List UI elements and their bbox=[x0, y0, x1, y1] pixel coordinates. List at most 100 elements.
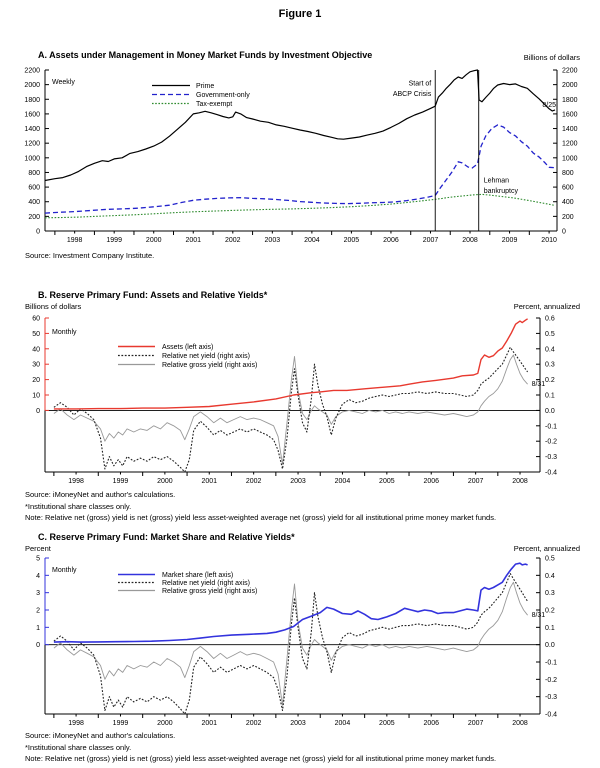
svg-text:-0.2: -0.2 bbox=[545, 439, 557, 446]
panel-b-title: B. Reserve Primary Fund: Assets and Rela… bbox=[38, 290, 268, 300]
series-market-share bbox=[53, 562, 528, 643]
event-label: ABCP Crisis bbox=[393, 91, 432, 98]
panel-b-source: Source: iMoneyNet and author's calculati… bbox=[25, 490, 176, 499]
svg-text:2: 2 bbox=[36, 608, 40, 615]
panel-c-note: Note: Relative net (gross) yield is net … bbox=[25, 754, 497, 763]
frequency-label: Monthly bbox=[52, 329, 77, 336]
svg-text:2004: 2004 bbox=[304, 237, 320, 244]
svg-text:2006: 2006 bbox=[423, 720, 439, 727]
svg-text:2008: 2008 bbox=[512, 720, 528, 727]
left-axis-ticks: 0 10 20 30 40 50 60 bbox=[32, 316, 49, 415]
svg-text:0: 0 bbox=[562, 229, 566, 236]
panel-a-unit-right-label: Billions of dollars bbox=[523, 53, 580, 62]
svg-text:2008: 2008 bbox=[512, 478, 528, 485]
panel-b-footnote: *Institutional share classes only. bbox=[25, 502, 132, 511]
svg-text:30: 30 bbox=[32, 362, 40, 369]
svg-text:-0.3: -0.3 bbox=[545, 694, 557, 701]
left-axis-ticks: 0 1 2 3 4 5 bbox=[36, 556, 49, 649]
svg-text:2001: 2001 bbox=[201, 720, 217, 727]
svg-text:0.3: 0.3 bbox=[545, 362, 555, 369]
svg-text:2006: 2006 bbox=[383, 237, 399, 244]
svg-text:0.2: 0.2 bbox=[545, 608, 555, 615]
svg-text:1600: 1600 bbox=[562, 111, 578, 118]
svg-text:2200: 2200 bbox=[24, 68, 40, 75]
last-obs-label: 8/31 bbox=[532, 612, 546, 619]
svg-text:600: 600 bbox=[562, 185, 574, 192]
svg-text:1400: 1400 bbox=[24, 126, 40, 133]
svg-text:0.2: 0.2 bbox=[545, 377, 555, 384]
svg-text:2005: 2005 bbox=[379, 478, 395, 485]
svg-text:2200: 2200 bbox=[562, 68, 578, 75]
svg-text:20: 20 bbox=[32, 377, 40, 384]
panel-c-footnote: *Institutional share classes only. bbox=[25, 743, 132, 752]
svg-text:1998: 1998 bbox=[68, 720, 84, 727]
svg-text:2009: 2009 bbox=[502, 237, 518, 244]
svg-text:0.0: 0.0 bbox=[545, 408, 555, 415]
series-prime bbox=[44, 69, 556, 182]
svg-text:2003: 2003 bbox=[290, 720, 306, 727]
svg-text:1998: 1998 bbox=[67, 237, 83, 244]
frequency-label: Weekly bbox=[52, 79, 75, 86]
svg-text:2004: 2004 bbox=[335, 720, 351, 727]
panel-b-note: Note: Relative net (gross) yield is net … bbox=[25, 513, 497, 522]
svg-text:1999: 1999 bbox=[106, 237, 122, 244]
svg-text:2008: 2008 bbox=[462, 237, 478, 244]
svg-text:2003: 2003 bbox=[290, 478, 306, 485]
svg-text:1600: 1600 bbox=[24, 111, 40, 118]
svg-text:-0.2: -0.2 bbox=[545, 677, 557, 684]
panel-a-title: A. Assets under Management in Money Mark… bbox=[38, 50, 373, 60]
svg-text:1200: 1200 bbox=[24, 141, 40, 148]
svg-text:2000: 2000 bbox=[157, 720, 173, 727]
svg-text:400: 400 bbox=[562, 199, 574, 206]
svg-text:200: 200 bbox=[28, 214, 40, 221]
svg-text:1000: 1000 bbox=[24, 155, 40, 162]
right-axis-ticks: 0 200 400 600 800 1000 1200 1400 1600 1800 2000 220… bbox=[553, 68, 578, 236]
svg-text:5: 5 bbox=[36, 556, 40, 563]
svg-text:0: 0 bbox=[36, 642, 40, 649]
svg-text:2000: 2000 bbox=[24, 82, 40, 89]
svg-text:0.4: 0.4 bbox=[545, 573, 555, 580]
legend-label: Assets (left axis) bbox=[162, 344, 213, 351]
svg-text:2010: 2010 bbox=[541, 237, 557, 244]
legend-label: Government-only bbox=[196, 92, 250, 99]
legend: Market share (left axis)Relative net yie… bbox=[118, 572, 257, 595]
svg-text:2006: 2006 bbox=[423, 478, 439, 485]
svg-text:1000: 1000 bbox=[562, 155, 578, 162]
svg-text:600: 600 bbox=[28, 185, 40, 192]
event-label: Start of bbox=[409, 80, 432, 87]
svg-text:2000: 2000 bbox=[562, 82, 578, 89]
last-obs-label: 8/25 bbox=[542, 102, 556, 109]
panel-b-unit-left-label: Billions of dollars bbox=[25, 302, 82, 311]
svg-text:200: 200 bbox=[562, 214, 574, 221]
panel-c-unit-right-label: Percent, annualized bbox=[513, 544, 580, 553]
svg-text:1800: 1800 bbox=[562, 97, 578, 104]
panel-a-chart: 0 200 400 600 800 1000 1200 1400 1600 1800 2000 220… bbox=[24, 68, 578, 245]
panel-b-chart: 0 10 20 30 40 50 60 -0.4 -0.3 -0.2 -0.1 0.0 0.1 0.2 0.… bbox=[32, 316, 557, 486]
svg-text:2003: 2003 bbox=[265, 237, 281, 244]
svg-text:-0.4: -0.4 bbox=[545, 470, 557, 477]
svg-text:50: 50 bbox=[32, 331, 40, 338]
svg-text:2001: 2001 bbox=[185, 237, 201, 244]
x-axis-ticks: 1998 1999 2000 2001 2002 2003 2004 2005 2006 2007… bbox=[53, 472, 528, 485]
series-relative-gross-yield bbox=[53, 581, 528, 706]
svg-text:1800: 1800 bbox=[24, 97, 40, 104]
left-axis-ticks: 0 200 400 600 800 1000 1200 1400 1600 1800 2000 220… bbox=[24, 68, 49, 236]
series-relative-net-yield bbox=[53, 573, 529, 715]
legend-label: Market share (left axis) bbox=[162, 572, 233, 579]
svg-text:1400: 1400 bbox=[562, 126, 578, 133]
x-axis-ticks: 1998 1999 2000 2001 2002 2003 2004 2005 2006 2007… bbox=[54, 231, 557, 244]
series-relative-net-yield bbox=[53, 346, 529, 473]
legend-label: Relative gross yield (right axis) bbox=[162, 362, 257, 369]
svg-text:1998: 1998 bbox=[68, 478, 84, 485]
last-obs-label: 8/31 bbox=[532, 381, 546, 388]
svg-text:-0.3: -0.3 bbox=[545, 454, 557, 461]
svg-text:4: 4 bbox=[36, 573, 40, 580]
svg-text:800: 800 bbox=[28, 170, 40, 177]
series-relative-gross-yield bbox=[53, 354, 528, 465]
event-label: bankruptcy bbox=[484, 188, 519, 195]
svg-text:800: 800 bbox=[562, 170, 574, 177]
svg-text:2002: 2002 bbox=[246, 720, 262, 727]
panel-a-source: Source: Investment Company Institute. bbox=[25, 251, 155, 260]
figure-title: Figure 1 bbox=[278, 8, 322, 20]
